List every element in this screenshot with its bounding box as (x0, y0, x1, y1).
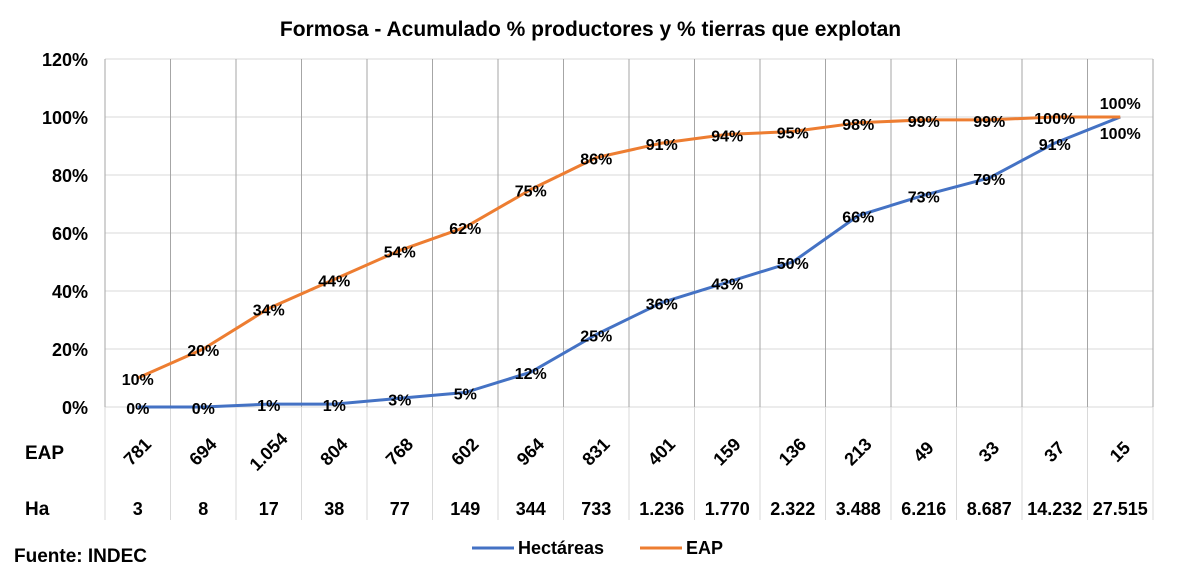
data-label-hectareas: 91% (1039, 137, 1071, 154)
data-label-eap: 75% (515, 184, 547, 201)
data-label-eap: 100% (1034, 111, 1075, 128)
table-cell-eap: 15 (1106, 438, 1134, 466)
data-label-eap: 98% (842, 117, 874, 134)
table-cell-ha: 77 (390, 499, 410, 519)
data-label-eap: 62% (449, 221, 481, 238)
table-cell-ha: 27.515 (1093, 499, 1148, 519)
y-tick-label: 60% (52, 224, 88, 244)
data-label-hectareas: 5% (454, 387, 477, 404)
table-cell-ha: 14.232 (1027, 499, 1082, 519)
table-cell-ha: 733 (581, 499, 611, 519)
data-label-hectareas: 25% (580, 329, 612, 346)
data-label-hectareas: 43% (711, 276, 743, 293)
table-cell-eap: 49 (909, 438, 937, 466)
data-label-eap: 99% (973, 114, 1005, 131)
data-label-hectareas: 0% (126, 401, 149, 418)
data-label-eap: 91% (646, 137, 678, 154)
table-cell-eap: 33 (975, 438, 1003, 466)
y-tick-label: 20% (52, 340, 88, 360)
data-label-eap: 94% (711, 128, 743, 145)
y-tick-label: 0% (62, 398, 88, 418)
table-cell-eap: 602 (447, 434, 482, 469)
data-label-hectareas: 66% (842, 210, 874, 227)
data-label-eap: 99% (908, 114, 940, 131)
data-label-eap: 100% (1100, 96, 1141, 113)
data-label-hectareas: 50% (777, 256, 809, 273)
data-label-hectareas: 36% (646, 297, 678, 314)
data-label-hectareas: 1% (323, 398, 346, 415)
table-cell-eap: 1.054 (246, 429, 292, 475)
data-label-eap: 86% (580, 152, 612, 169)
table-cell-ha: 344 (516, 499, 546, 519)
data-label-eap: 34% (253, 302, 285, 319)
data-label-hectareas: 3% (388, 392, 411, 409)
table-cell-eap: 159 (709, 434, 744, 469)
table-cell-ha: 1.770 (705, 499, 750, 519)
table-cell-ha: 38 (324, 499, 344, 519)
table-row-label: Ha (25, 499, 50, 520)
table-cell-eap: 37 (1040, 438, 1068, 466)
table-cell-ha: 1.236 (639, 499, 684, 519)
table-row-label: EAP (25, 443, 64, 464)
data-label-eap: 95% (777, 126, 809, 143)
data-label-hectareas: 79% (973, 172, 1005, 189)
data-label-eap: 54% (384, 244, 416, 261)
chart-title: Formosa - Acumulado % productores y % ti… (279, 18, 902, 41)
table-cell-eap: 136 (775, 434, 810, 469)
table-cell-eap: 781 (120, 434, 155, 469)
series-line-eap (137, 115, 1121, 380)
data-label-hectareas: 100% (1100, 126, 1141, 143)
table-cell-ha: 3.488 (836, 499, 881, 519)
y-tick-label: 100% (42, 108, 88, 128)
table-cell-eap: 768 (382, 434, 417, 469)
table-cell-eap: 831 (578, 434, 613, 469)
y-tick-label: 40% (52, 282, 88, 302)
y-tick-label: 120% (42, 50, 88, 70)
data-label-eap: 44% (318, 273, 350, 290)
series-line-hectareas (137, 115, 1121, 409)
table-cell-ha: 17 (259, 499, 279, 519)
table-cell-ha: 2.322 (770, 499, 815, 519)
table-cell-eap: 964 (513, 434, 548, 469)
table-cell-ha: 3 (133, 499, 143, 519)
data-label-hectareas: 1% (257, 398, 280, 415)
table-cell-eap: 694 (185, 434, 220, 469)
y-tick-label: 80% (52, 166, 88, 186)
table-cell-ha: 8 (198, 499, 208, 519)
data-label-eap: 10% (122, 372, 154, 389)
legend-label-hectareas: Hectáreas (518, 538, 604, 558)
table-cell-ha: 6.216 (901, 499, 946, 519)
source-note: Fuente: INDEC (14, 546, 147, 567)
legend-label-eap: EAP (686, 538, 723, 558)
table-cell-ha: 149 (450, 499, 480, 519)
table-cell-ha: 8.687 (967, 499, 1012, 519)
table-cell-eap: 804 (316, 434, 351, 469)
data-label-hectareas: 12% (515, 366, 547, 383)
table-cell-eap: 213 (840, 434, 875, 469)
data-label-hectareas: 73% (908, 189, 940, 206)
data-label-eap: 20% (187, 343, 219, 360)
table-cell-eap: 401 (644, 434, 679, 469)
data-label-hectareas: 0% (192, 401, 215, 418)
